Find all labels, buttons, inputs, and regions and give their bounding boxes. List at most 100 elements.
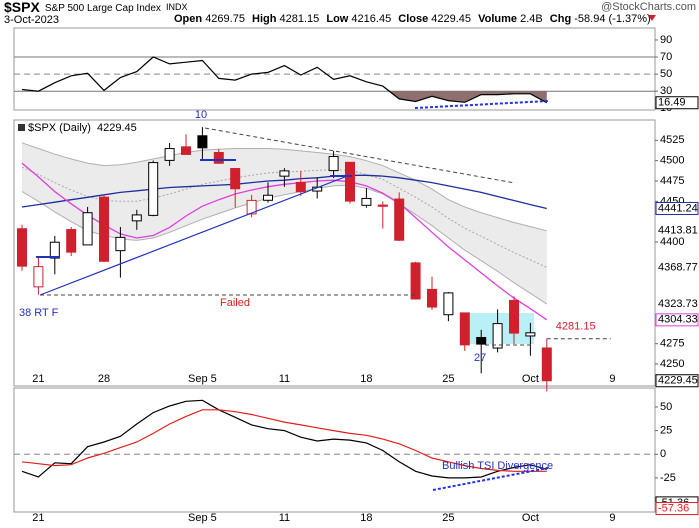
quote: Open 4269.75 High 4281.15 Low 4216.45 Cl… (174, 13, 651, 25)
value-label: -57.36 (658, 502, 689, 514)
candle-body (509, 299, 519, 334)
candle-body (394, 198, 405, 241)
quote-value: -58.94 (574, 13, 605, 25)
overlay-line (21, 142, 547, 232)
price-title-text: $SPX (Daily) (28, 122, 91, 134)
annotation: Bullish TSI Divergence (442, 460, 553, 472)
candle-body (33, 266, 44, 288)
quote-label: Close (398, 13, 428, 25)
x-tick-label: 18 (360, 512, 372, 524)
y-tick-label: 4475 (660, 175, 684, 187)
value-label: 4368.77 (658, 261, 698, 273)
quote-label: Open (174, 13, 202, 25)
quote-value: 2.4B (520, 13, 543, 25)
rsi-divergence-line (414, 100, 549, 109)
resistance-line (204, 127, 516, 184)
candle-body (49, 241, 60, 259)
exchange: INDX (166, 2, 188, 12)
value-label: 4304.33 (658, 314, 698, 326)
value-label: 4229.45 (658, 375, 698, 387)
x-tick-label: 25 (442, 373, 454, 385)
quote-value: 4216.45 (351, 13, 391, 25)
value-label: 4323.73 (658, 298, 698, 310)
candle-body (279, 170, 290, 177)
high-annotation: 4281.15 (556, 321, 596, 333)
candle-body (213, 151, 224, 164)
candle-body (197, 135, 208, 149)
x-tick-label: Oct (522, 373, 539, 385)
candle-body (328, 156, 339, 172)
rsi-panel (13, 27, 656, 111)
quote-label: High (252, 13, 277, 25)
x-tick-label: 11 (279, 512, 290, 524)
marks-layer: 907050301016.494525450044754450440042754… (14, 34, 699, 524)
value-label: 4441.24 (658, 202, 698, 214)
quote-label: Chg (550, 13, 571, 25)
price-title-value: 4229.45 (97, 122, 137, 134)
x-tick-label: 21 (32, 373, 44, 385)
x-tick-label: 11 (279, 373, 290, 385)
candle-body (164, 148, 175, 161)
chart-header: $SPX S&P 500 Large Cap Index INDX (4, 0, 187, 15)
candle-body (476, 336, 487, 345)
y-tick-label: 50 (660, 68, 672, 80)
value-label-box (655, 502, 699, 516)
candle-body (541, 347, 552, 382)
x-tick-label: 25 (442, 512, 454, 524)
candle-body (361, 197, 372, 206)
annotation: 27 (474, 352, 486, 364)
price-title: $SPX (Daily) 4229.45 (28, 122, 137, 134)
x-tick-label: 28 (98, 373, 110, 385)
x-tick-label: Sep 5 (188, 373, 217, 385)
candle-body (246, 199, 257, 215)
tsi-panel (13, 387, 656, 513)
trend-line (39, 174, 351, 296)
date: 3-Oct-2023 (4, 14, 59, 26)
candle-body (131, 214, 142, 222)
candle-body (263, 194, 273, 201)
candle-body (17, 228, 27, 267)
overlay-line (21, 184, 548, 305)
y-tick-label: 0 (660, 448, 666, 460)
y-tick-label: 4525 (660, 134, 684, 146)
index-name: S&P 500 Large Cap Index (45, 3, 161, 14)
candle-body (66, 229, 77, 253)
quote-value: 4269.75 (205, 13, 245, 25)
annotation: Failed (220, 297, 250, 309)
down-arrow (648, 15, 656, 21)
tsi-divergence-line (432, 467, 549, 491)
y-tick-label: 30 (660, 85, 672, 97)
quote-percent: (-1.37%) (609, 13, 651, 25)
candle-body (115, 236, 126, 252)
y-tick-label: 25 (660, 425, 672, 437)
annotation: 38 RT F (19, 307, 59, 319)
series-line (21, 56, 548, 104)
symbol: $SPX (4, 0, 40, 15)
value-label: 16.49 (658, 97, 686, 109)
candle-body (410, 262, 421, 300)
quote-value: 4281.15 (280, 13, 320, 25)
candle-body (181, 146, 191, 155)
y-tick-label: 4500 (660, 155, 684, 167)
value-label-box (655, 96, 699, 110)
value-label-box (655, 313, 699, 327)
candle-body (443, 292, 454, 316)
x-tick-label: Oct (522, 512, 539, 524)
x-tick-label: 18 (360, 373, 372, 385)
y-tick-label: 90 (660, 34, 672, 46)
x-tick-label: 21 (32, 512, 44, 524)
candle-body (295, 181, 306, 193)
candle-body (230, 168, 241, 190)
candle-body (377, 204, 388, 207)
y-tick-label: 4250 (660, 358, 684, 370)
y-tick-label: -25 (660, 472, 676, 484)
value-label-box (655, 374, 699, 388)
candle-body (459, 312, 470, 346)
candle-body (82, 212, 93, 246)
candle-body (99, 196, 109, 262)
price-panel (13, 119, 656, 387)
series-icon (18, 124, 25, 131)
x-tick-label: 9 (609, 373, 615, 385)
